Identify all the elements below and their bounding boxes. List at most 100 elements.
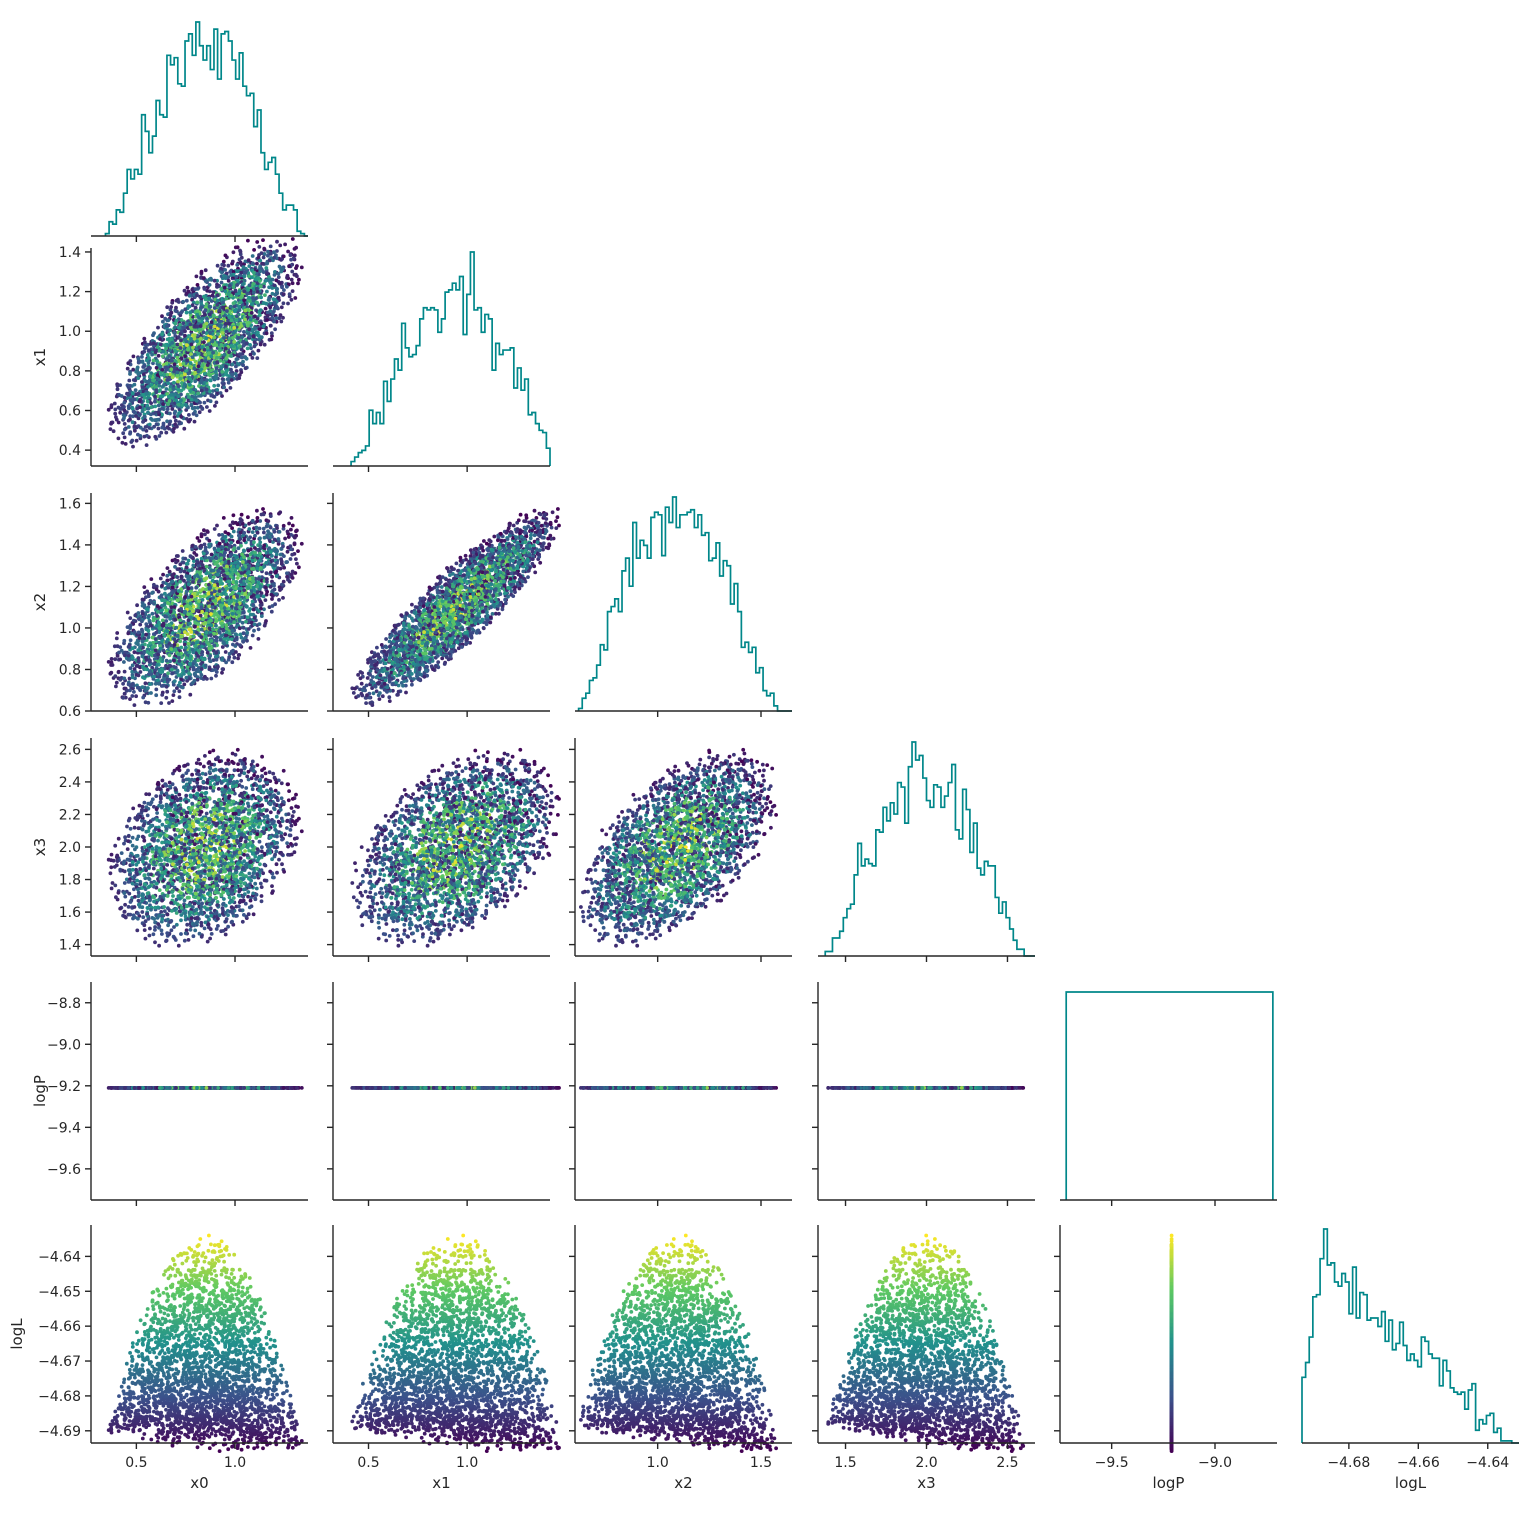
scatter-point xyxy=(172,637,177,642)
scatter-point xyxy=(178,624,182,628)
scatter-point xyxy=(229,378,234,382)
scatter-point xyxy=(113,657,118,662)
scatter-point xyxy=(179,414,184,419)
scatter-point xyxy=(234,606,238,611)
scatter-point xyxy=(234,625,239,629)
scatter-point xyxy=(178,592,183,597)
scatter-point xyxy=(212,306,217,310)
scatter-point xyxy=(212,546,217,551)
scatter-point xyxy=(199,534,204,539)
scatter-point xyxy=(286,249,290,254)
scatter-point xyxy=(249,346,253,351)
scatter-point xyxy=(164,615,169,619)
scatter-point xyxy=(170,585,175,590)
scatter-point xyxy=(148,342,153,346)
scatter-point xyxy=(199,588,203,593)
scatter-point xyxy=(183,337,188,342)
scatter-point xyxy=(214,373,219,378)
scatter-point xyxy=(261,262,265,266)
scatter-point xyxy=(268,525,273,530)
scatter-point xyxy=(213,612,218,617)
scatter-point xyxy=(189,402,194,407)
scatter-point xyxy=(212,335,217,340)
scatter-point xyxy=(276,295,281,300)
scatter-point xyxy=(213,404,217,408)
scatter-point xyxy=(214,366,219,371)
scatter-point xyxy=(147,426,152,430)
scatter-point xyxy=(264,331,269,336)
scatter-point xyxy=(190,355,195,360)
scatter-point xyxy=(193,671,197,676)
scatter-point xyxy=(152,674,156,679)
scatter-point xyxy=(142,585,147,589)
scatter-point xyxy=(258,584,263,589)
scatter-point xyxy=(216,332,220,336)
scatter-point xyxy=(252,270,256,275)
scatter-point xyxy=(176,394,181,399)
scatter-point xyxy=(199,556,204,561)
scatter-point xyxy=(258,269,263,274)
scatter-point xyxy=(255,356,260,360)
scatter-point xyxy=(218,358,223,363)
scatter-point xyxy=(191,563,196,568)
scatter-point xyxy=(170,667,174,672)
scatter-point xyxy=(195,324,200,329)
scatter-point xyxy=(164,658,169,663)
scatter-point xyxy=(215,303,220,307)
scatter-point xyxy=(158,388,162,393)
scatter-point xyxy=(290,523,295,528)
scatter-point xyxy=(217,617,222,622)
scatter-point xyxy=(151,645,155,649)
scatter-point xyxy=(287,521,291,526)
scatter-point xyxy=(172,315,177,319)
scatter-point xyxy=(198,570,203,575)
scatter-point xyxy=(136,611,141,615)
scatter-point xyxy=(133,388,138,393)
scatter-point xyxy=(246,258,251,263)
scatter-point xyxy=(277,281,282,285)
scatter-point xyxy=(181,299,186,304)
scatter-point xyxy=(195,300,200,305)
scatter-point xyxy=(261,594,266,599)
scatter-point xyxy=(273,327,277,332)
scatter-point xyxy=(174,554,179,558)
scatter-point xyxy=(142,434,147,439)
scatter-point xyxy=(169,643,174,648)
scatter-point xyxy=(188,621,192,626)
scatter-point xyxy=(239,270,244,275)
scatter-point xyxy=(242,530,247,535)
scatter-point xyxy=(219,287,224,291)
scatter-point xyxy=(214,673,218,678)
scatter-point xyxy=(285,571,289,576)
scatter-point xyxy=(172,658,176,663)
scatter-point xyxy=(141,597,146,602)
scatter-point xyxy=(268,323,273,328)
scatter-point xyxy=(185,343,189,347)
scatter-point xyxy=(296,281,300,286)
scatter-point xyxy=(164,387,169,391)
scatter-point xyxy=(188,361,193,365)
scatter-point xyxy=(118,407,123,411)
scatter-point xyxy=(131,414,135,419)
scatter-point xyxy=(116,669,121,674)
scatter-point xyxy=(160,406,165,411)
scatter-point xyxy=(141,675,145,680)
scatter-point xyxy=(180,368,185,372)
scatter-point xyxy=(191,412,196,416)
scatter-point xyxy=(158,371,163,376)
scatter-point xyxy=(184,417,189,421)
scatter-point xyxy=(195,630,199,635)
scatter-point xyxy=(188,657,193,661)
scatter-point xyxy=(207,667,212,671)
scatter-point xyxy=(136,360,141,365)
scatter-point xyxy=(221,305,226,310)
scatter-point xyxy=(211,389,215,393)
scatter-point xyxy=(186,612,191,617)
scatter-point xyxy=(152,662,157,666)
scatter-point xyxy=(198,324,203,328)
scatter-point xyxy=(227,544,232,548)
scatter-point xyxy=(247,576,252,581)
scatter-point xyxy=(159,430,164,435)
scatter-point xyxy=(290,269,295,274)
scatter-point xyxy=(155,345,160,349)
